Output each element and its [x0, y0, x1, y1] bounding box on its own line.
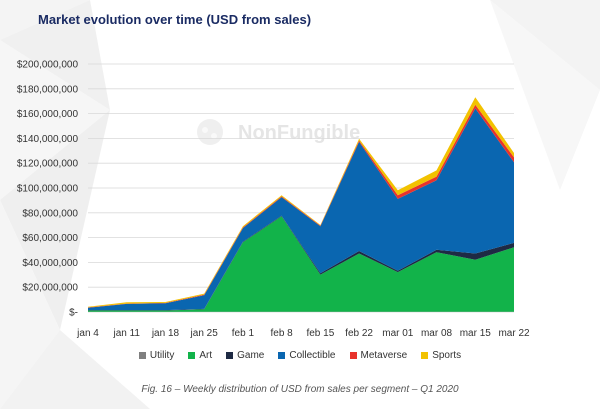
legend-item-sports: Sports: [421, 350, 461, 361]
legend-label: Utility: [149, 350, 175, 361]
x-tick-label: feb 15: [306, 328, 334, 339]
x-tick-label: jan 25: [190, 328, 219, 339]
y-tick-label: $20,000,000: [22, 283, 78, 294]
legend-swatch: [421, 352, 429, 359]
legend-swatch: [226, 352, 234, 359]
legend-label: Metaverse: [360, 350, 408, 361]
stacked-areas: [88, 97, 514, 312]
x-tick-label: jan 11: [112, 328, 140, 339]
y-tick-label: $140,000,000: [17, 134, 79, 145]
area-chart: $200,000,000 $180,000,000 $160,000,000 $140…: [17, 60, 530, 340]
legend-label: Game: [237, 350, 265, 361]
legend-swatch: [138, 352, 146, 359]
x-tick-label: mar 15: [460, 328, 492, 339]
y-tick-label: $80,000,000: [22, 208, 78, 219]
y-tick-label: $160,000,000: [17, 109, 79, 120]
legend-item-game: Game: [226, 350, 264, 361]
x-tick-label: feb 1: [232, 328, 255, 339]
x-tick-label: mar 22: [498, 328, 530, 339]
legend-item-collectible: Collectible: [278, 350, 336, 361]
legend-label: Sports: [432, 350, 462, 361]
legend-item-utility: Utility: [138, 350, 175, 361]
y-tick-label: $40,000,000: [22, 258, 78, 269]
y-tick-label: $120,000,000: [17, 159, 79, 170]
legend-swatch: [349, 352, 357, 359]
y-tick-label: $-: [69, 308, 78, 319]
x-tick-label: feb 22: [345, 328, 373, 339]
area-series-art: [88, 216, 514, 312]
legend: Utility Art Game Collectible Metaverse Sports: [0, 350, 600, 361]
x-tick-label: jan 18: [151, 328, 180, 339]
area-series-collectible: [88, 108, 514, 311]
y-tick-label: $180,000,000: [17, 84, 79, 95]
legend-label: Art: [199, 350, 213, 361]
figure-caption: Fig. 16 – Weekly distribution of USD fro…: [141, 384, 459, 395]
x-tick-label: feb 8: [271, 328, 294, 339]
legend-label: Collectible: [289, 350, 336, 361]
legend-swatch: [188, 352, 196, 359]
y-tick-label: $200,000,000: [17, 60, 79, 71]
legend-item-art: Art: [188, 350, 212, 361]
y-tick-label: $100,000,000: [17, 184, 79, 195]
chart-title: Market evolution over time (USD from sal…: [38, 12, 312, 27]
x-axis-ticks: jan 4 jan 11 jan 18 jan 25 feb 1 feb 8 feb 15 f…: [76, 328, 530, 339]
y-axis-ticks: $200,000,000 $180,000,000 $160,000,000 $140…: [17, 60, 79, 319]
x-tick-label: jan 4: [76, 328, 99, 339]
legend-swatch: [278, 352, 286, 359]
x-tick-label: mar 01: [382, 328, 414, 339]
x-tick-label: mar 08: [421, 328, 453, 339]
y-tick-label: $60,000,000: [22, 233, 78, 244]
legend-item-metaverse: Metaverse: [349, 350, 408, 361]
